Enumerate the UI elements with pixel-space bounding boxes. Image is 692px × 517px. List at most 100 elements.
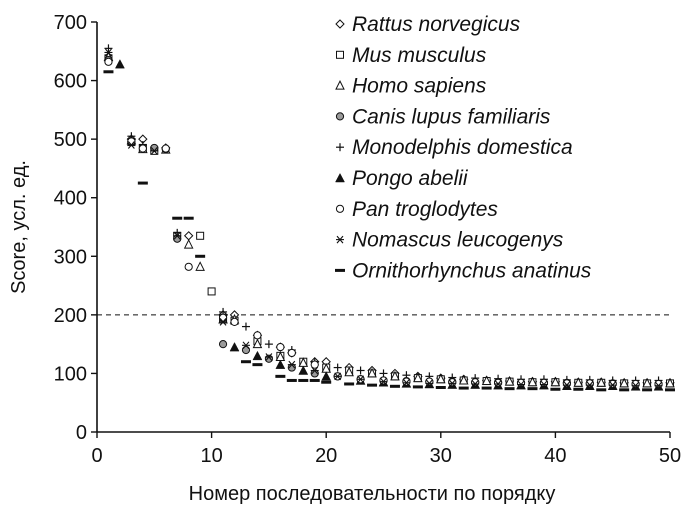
- data-point: [219, 318, 228, 326]
- data-point: [527, 376, 538, 387]
- data-point: [448, 378, 457, 387]
- data-point: [608, 379, 617, 389]
- data-point: [229, 342, 240, 352]
- data-point: [435, 373, 446, 384]
- data-point: [471, 380, 480, 388]
- data-point: [252, 338, 263, 349]
- data-point: [115, 59, 125, 69]
- data-point: [241, 322, 250, 331]
- legend-marker: [335, 112, 345, 121]
- data-point: [402, 378, 411, 387]
- legend-item: Homo sapiens: [335, 75, 487, 98]
- legend-marker: [336, 143, 344, 152]
- y-tick-label: 0: [76, 422, 87, 444]
- data-point: [298, 365, 309, 375]
- y-axis-title: Score, усл. ед.: [8, 160, 30, 294]
- legend-label: Pongo abelii: [352, 167, 469, 190]
- series-ornithorhynchus-anatinus: [103, 70, 675, 392]
- x-ticks: 0 10 20 30 40 50: [91, 432, 681, 467]
- data-point: [665, 377, 675, 388]
- data-point: [539, 380, 548, 389]
- series-pan-troglodytes: [104, 57, 663, 389]
- data-point: [230, 317, 239, 326]
- legend-label: Canis lupus familiaris: [352, 105, 551, 128]
- data-point: [264, 340, 273, 349]
- legend-label: Mus musculus: [352, 44, 487, 67]
- legend-label: Nomascus leucogenys: [352, 229, 564, 252]
- data-point: [173, 231, 182, 240]
- x-tick-label: 0: [91, 445, 102, 467]
- data-point: [379, 369, 388, 378]
- data-point: [218, 340, 228, 349]
- x-axis-title: Номер последовательности по порядку: [189, 483, 556, 505]
- data-point: [310, 360, 319, 369]
- data-point: [654, 381, 663, 390]
- data-point: [562, 381, 571, 390]
- data-point: [517, 380, 526, 389]
- legend-item: Nomascus leucogenys: [336, 229, 564, 252]
- data-point: [287, 348, 296, 358]
- legend: Rattus norvegicus Mus musculus Homo sapien…: [335, 13, 592, 282]
- x-tick-label: 50: [659, 445, 681, 467]
- data-point: [253, 331, 262, 340]
- y-tick-label: 400: [54, 188, 87, 210]
- x-tick-label: 30: [430, 445, 452, 467]
- data-point: [104, 48, 113, 57]
- data-point: [104, 57, 113, 66]
- data-point: [481, 375, 492, 386]
- data-point: [344, 366, 354, 377]
- data-point: [619, 377, 629, 388]
- data-point: [184, 262, 193, 271]
- data-point: [356, 366, 365, 375]
- data-point: [150, 146, 159, 155]
- y-tick-label: 600: [54, 71, 87, 93]
- data-point: [252, 350, 263, 361]
- legend-item: Ornithorhynchus anatinus: [335, 259, 592, 282]
- legend-marker: [335, 19, 345, 29]
- data-point: [642, 377, 652, 388]
- legend-item: Pan troglodytes: [335, 198, 498, 221]
- data-point: [333, 363, 342, 372]
- data-point: [138, 144, 147, 153]
- legend-label: Monodelphis domestica: [352, 136, 573, 159]
- data-point: [494, 378, 503, 387]
- legend-item: Monodelphis domestica: [336, 136, 573, 159]
- x-tick-label: 10: [200, 445, 222, 467]
- legend-item: Canis lupus familiaris: [335, 105, 551, 128]
- y-tick-label: 700: [54, 12, 87, 34]
- legend-label: Ornithorhynchus anatinus: [352, 259, 592, 282]
- data-point: [264, 353, 273, 361]
- data-point: [218, 313, 228, 322]
- legend-marker: [335, 204, 345, 213]
- legend-marker: [336, 235, 344, 244]
- data-point: [585, 381, 594, 390]
- data-point: [402, 377, 411, 386]
- data-point: [379, 376, 388, 385]
- data-point: [183, 231, 194, 241]
- x-tick-label: 40: [544, 445, 566, 467]
- data-point: [550, 376, 561, 387]
- series-nomascus-leucogenys: [104, 48, 663, 390]
- legend-label: Homo sapiens: [352, 75, 487, 98]
- data-point: [596, 377, 607, 387]
- data-points: [103, 44, 675, 392]
- data-point: [310, 366, 319, 375]
- legend-item: Pongo abelii: [335, 167, 469, 190]
- legend-marker: [335, 172, 345, 183]
- y-tick-label: 300: [54, 246, 87, 268]
- data-point: [504, 376, 515, 386]
- data-point: [321, 371, 332, 381]
- y-ticks: 0 100 200 300 400 500 600 700: [54, 12, 97, 444]
- data-point: [207, 287, 216, 296]
- data-point: [379, 377, 388, 386]
- y-tick-label: 500: [54, 129, 87, 151]
- data-point: [333, 372, 342, 381]
- data-point: [276, 342, 285, 352]
- data-point: [413, 372, 423, 383]
- y-tick-label: 200: [54, 305, 87, 327]
- data-point: [631, 381, 640, 390]
- data-point: [573, 377, 584, 387]
- data-point: [458, 374, 469, 385]
- data-point: [356, 375, 365, 384]
